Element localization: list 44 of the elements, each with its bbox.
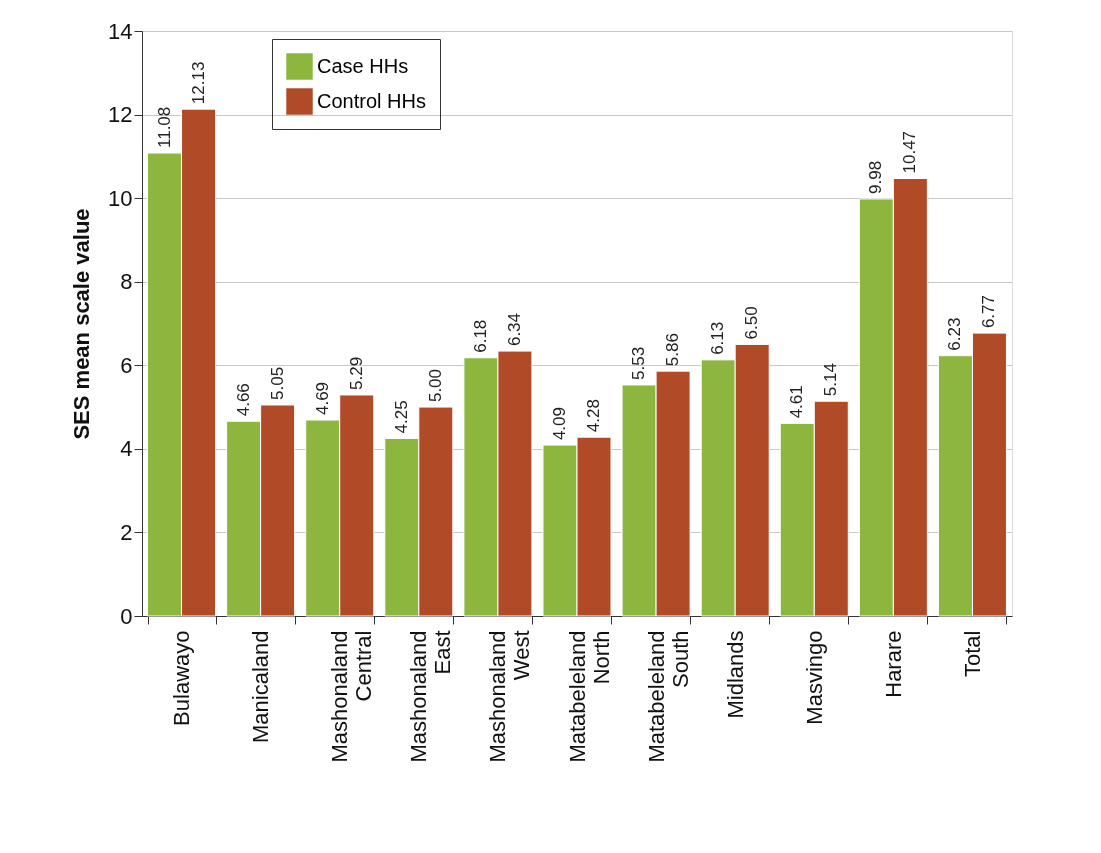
data-label: 6.34 [504, 312, 524, 347]
y-tick-label: 0 [120, 603, 133, 629]
data-label: 5.29 [346, 356, 366, 390]
data-label: 6.18 [470, 319, 490, 353]
data-label: 4.69 [312, 381, 332, 416]
data-label: 6.13 [708, 321, 728, 355]
data-label: 6.50 [742, 306, 762, 340]
data-label: 4.09 [550, 407, 569, 441]
data-label: 4.66 [233, 383, 253, 417]
x-tick-label: Mashonaland East [406, 630, 456, 763]
data-label: 10.47 [900, 130, 920, 174]
x-tick-label: Masvingo [801, 630, 827, 725]
legend-label: Control HHs [317, 89, 426, 112]
x-tick-label: Manicaland [248, 630, 274, 744]
data-label: 12.13 [188, 61, 208, 105]
data-label: 5.00 [425, 368, 445, 403]
x-tick-label: Midlands [722, 630, 748, 719]
y-tick-label: 2 [120, 519, 133, 545]
y-tick-label: 6 [120, 352, 133, 378]
data-label: 4.28 [584, 399, 603, 433]
data-label: 5.53 [629, 346, 649, 380]
x-tick-label: Total [959, 630, 985, 677]
y-tick-label: 10 [108, 185, 133, 211]
x-tick-label: Matabeleland North [564, 630, 614, 763]
data-label: 11.08 [154, 106, 174, 149]
x-tick-label: Matabeleland South [643, 630, 693, 763]
y-tick-label: 8 [120, 269, 133, 295]
x-tick-label: Mashonaland Central [327, 630, 377, 763]
data-label: 6.77 [979, 295, 999, 329]
data-label: 5.14 [821, 363, 841, 397]
data-label: 4.25 [391, 400, 411, 434]
x-tick-label: Harare [880, 630, 906, 698]
y-tick-label: 4 [120, 436, 133, 462]
x-tick-label: Bulawayo [169, 630, 195, 726]
data-label: 6.23 [945, 317, 965, 351]
y-tick-label: 14 [108, 18, 133, 44]
legend-label: Case HHs [317, 54, 409, 77]
data-label: 5.05 [267, 366, 287, 400]
data-label: 9.98 [866, 160, 886, 194]
data-label: 4.61 [787, 385, 807, 419]
x-tick-label: Mashonaland West [485, 630, 535, 763]
y-axis-title: SES mean scale value [69, 208, 95, 440]
data-label: 5.86 [663, 333, 683, 367]
y-tick-label: 12 [108, 102, 133, 128]
